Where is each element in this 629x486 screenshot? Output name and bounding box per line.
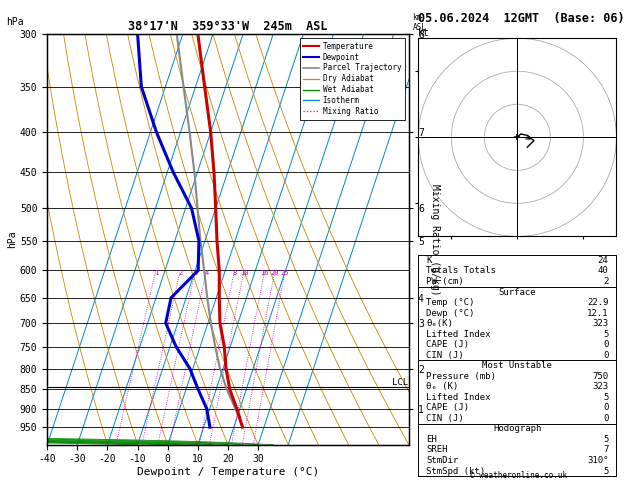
Text: K: K: [426, 256, 431, 265]
Text: 1: 1: [153, 270, 158, 277]
Text: 24: 24: [598, 256, 608, 265]
Text: 310°: 310°: [587, 456, 608, 465]
Text: 40: 40: [598, 266, 608, 276]
Text: 10: 10: [240, 270, 248, 277]
Text: Most Unstable: Most Unstable: [482, 361, 552, 370]
Y-axis label: Mixing Ratio (g/kg): Mixing Ratio (g/kg): [430, 184, 440, 295]
Text: 20: 20: [270, 270, 279, 277]
Text: θₑ (K): θₑ (K): [426, 382, 459, 391]
Text: LCL: LCL: [392, 378, 408, 387]
Text: Surface: Surface: [499, 288, 536, 296]
Text: hPa: hPa: [6, 17, 24, 27]
Text: PW (cm): PW (cm): [426, 277, 464, 286]
Text: 5: 5: [603, 435, 608, 444]
Text: 7: 7: [603, 446, 608, 454]
Text: 5: 5: [603, 467, 608, 475]
Text: 5: 5: [603, 393, 608, 402]
Text: 4: 4: [204, 270, 209, 277]
Text: Pressure (mb): Pressure (mb): [426, 372, 496, 381]
Text: 750: 750: [593, 372, 608, 381]
Text: CIN (J): CIN (J): [426, 351, 464, 360]
Text: CAPE (J): CAPE (J): [426, 403, 469, 412]
Text: Dewp (°C): Dewp (°C): [426, 309, 475, 317]
Text: 0: 0: [603, 340, 608, 349]
Text: 323: 323: [593, 382, 608, 391]
Text: 0: 0: [603, 351, 608, 360]
Text: 0: 0: [603, 414, 608, 423]
Title: 38°17'N  359°33'W  245m  ASL: 38°17'N 359°33'W 245m ASL: [128, 20, 328, 33]
X-axis label: Dewpoint / Temperature (°C): Dewpoint / Temperature (°C): [137, 467, 319, 477]
Text: 2: 2: [603, 277, 608, 286]
Text: Hodograph: Hodograph: [493, 424, 542, 434]
Text: 2: 2: [178, 270, 182, 277]
Text: km
ASL: km ASL: [413, 13, 426, 32]
Text: StmSpd (kt): StmSpd (kt): [426, 467, 486, 475]
Legend: Temperature, Dewpoint, Parcel Trajectory, Dry Adiabat, Wet Adiabat, Isotherm, Mi: Temperature, Dewpoint, Parcel Trajectory…: [299, 38, 405, 120]
Text: Lifted Index: Lifted Index: [426, 393, 491, 402]
Text: 323: 323: [593, 319, 608, 328]
Text: EH: EH: [426, 435, 437, 444]
Text: © weatheronline.co.uk: © weatheronline.co.uk: [470, 471, 567, 480]
Text: 3: 3: [193, 270, 198, 277]
Text: θₑ(K): θₑ(K): [426, 319, 453, 328]
Text: Lifted Index: Lifted Index: [426, 330, 491, 339]
Text: SREH: SREH: [426, 446, 448, 454]
Text: 25: 25: [281, 270, 289, 277]
Text: Totals Totals: Totals Totals: [426, 266, 496, 276]
Text: StmDir: StmDir: [426, 456, 459, 465]
Text: 8: 8: [233, 270, 237, 277]
Text: 5: 5: [603, 330, 608, 339]
Text: kt: kt: [418, 28, 430, 38]
Y-axis label: hPa: hPa: [7, 230, 17, 248]
Text: 22.9: 22.9: [587, 298, 608, 307]
Text: 0: 0: [603, 403, 608, 412]
Text: 05.06.2024  12GMT  (Base: 06): 05.06.2024 12GMT (Base: 06): [418, 12, 625, 25]
Text: CAPE (J): CAPE (J): [426, 340, 469, 349]
Text: 12.1: 12.1: [587, 309, 608, 317]
Text: 16: 16: [260, 270, 269, 277]
Text: Temp (°C): Temp (°C): [426, 298, 475, 307]
Text: CIN (J): CIN (J): [426, 414, 464, 423]
